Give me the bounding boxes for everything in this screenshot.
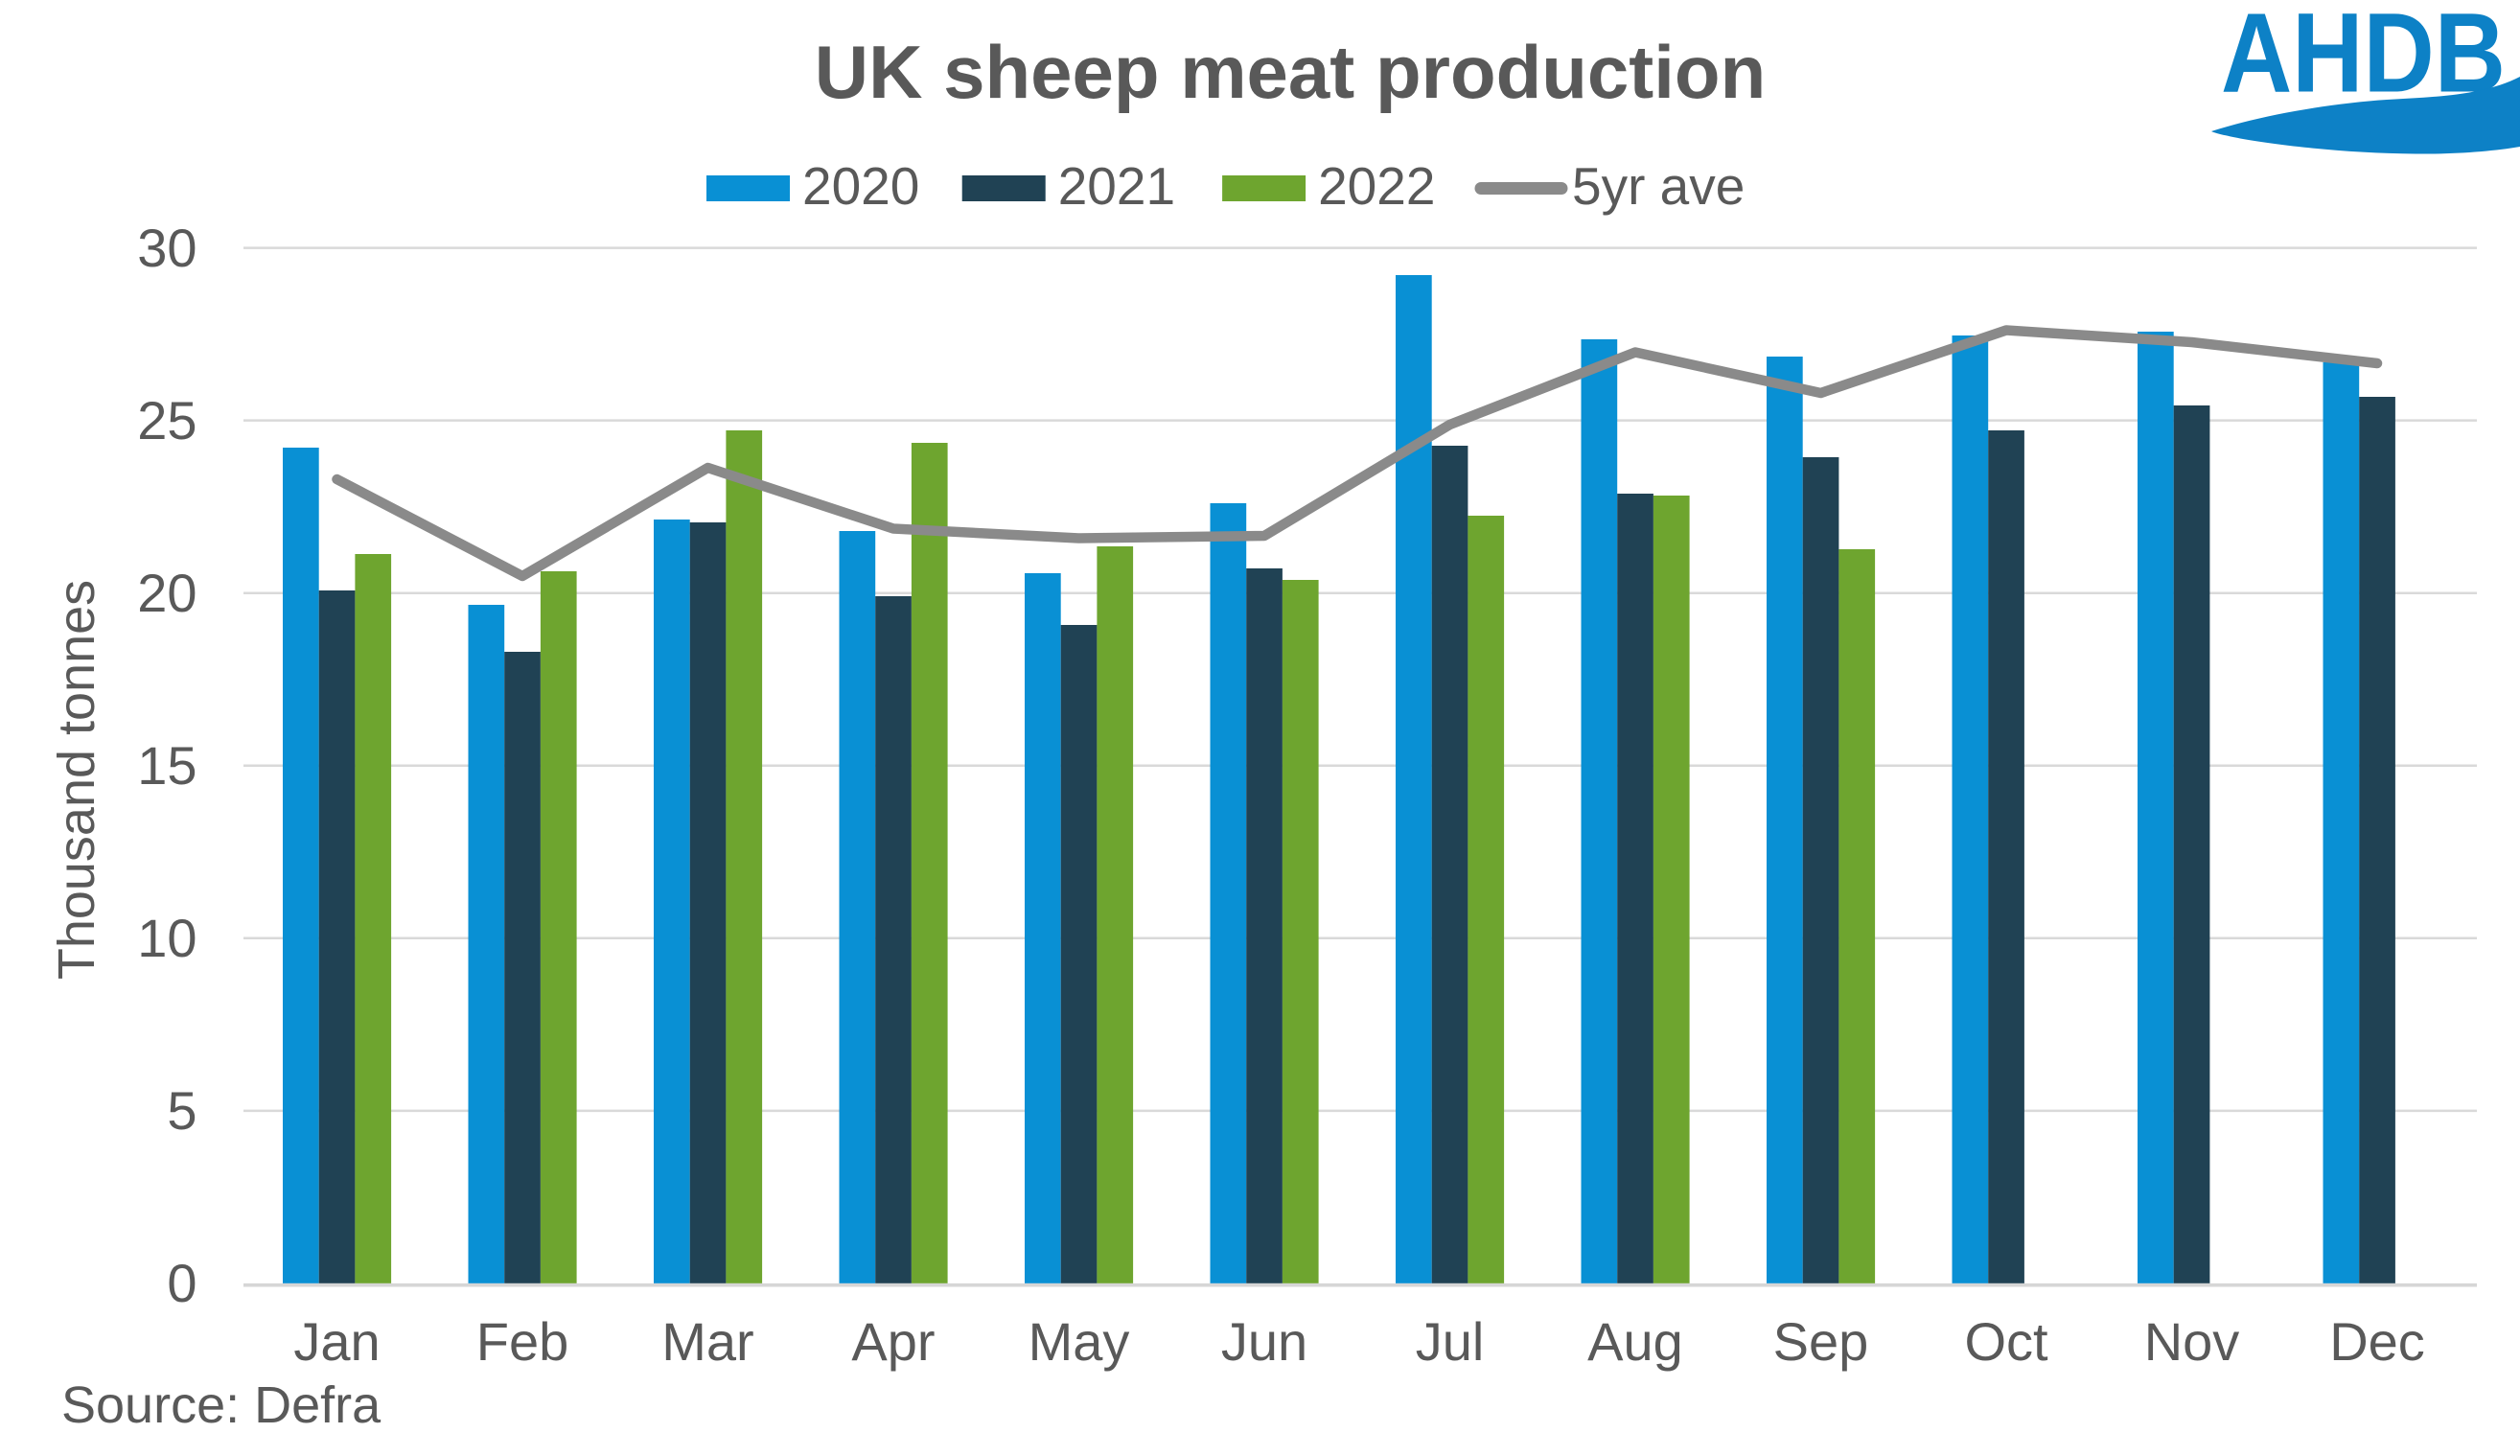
svg-text:Feb: Feb (476, 1311, 569, 1372)
svg-text:Aug: Aug (1587, 1311, 1683, 1372)
svg-text:Jun: Jun (1221, 1311, 1307, 1372)
svg-text:Source: Defra: Source: Defra (61, 1376, 381, 1434)
svg-text:10: 10 (137, 908, 197, 968)
svg-text:Apr: Apr (851, 1311, 935, 1372)
svg-text:Nov: Nov (2144, 1311, 2240, 1372)
svg-text:20: 20 (137, 563, 197, 623)
svg-text:2022: 2022 (1318, 156, 1435, 216)
svg-text:30: 30 (137, 218, 197, 278)
svg-text:15: 15 (137, 735, 197, 796)
svg-text:Jan: Jan (293, 1311, 380, 1372)
svg-text:Sep: Sep (1773, 1311, 1869, 1372)
svg-text:5yr ave: 5yr ave (1572, 156, 1745, 216)
svg-text:Thousand tonnes: Thousand tonnes (48, 580, 105, 980)
svg-text:Dec: Dec (2329, 1311, 2425, 1372)
svg-text:UK sheep meat production: UK sheep meat production (815, 30, 1766, 114)
svg-text:2020: 2020 (802, 156, 919, 216)
svg-text:Jul: Jul (1416, 1311, 1485, 1372)
svg-text:2021: 2021 (1058, 156, 1175, 216)
svg-text:0: 0 (167, 1253, 197, 1313)
svg-text:Oct: Oct (1964, 1311, 2048, 1372)
svg-text:May: May (1029, 1311, 1130, 1372)
svg-text:Mar: Mar (661, 1311, 753, 1372)
svg-text:5: 5 (167, 1080, 197, 1141)
svg-text:25: 25 (137, 390, 197, 451)
